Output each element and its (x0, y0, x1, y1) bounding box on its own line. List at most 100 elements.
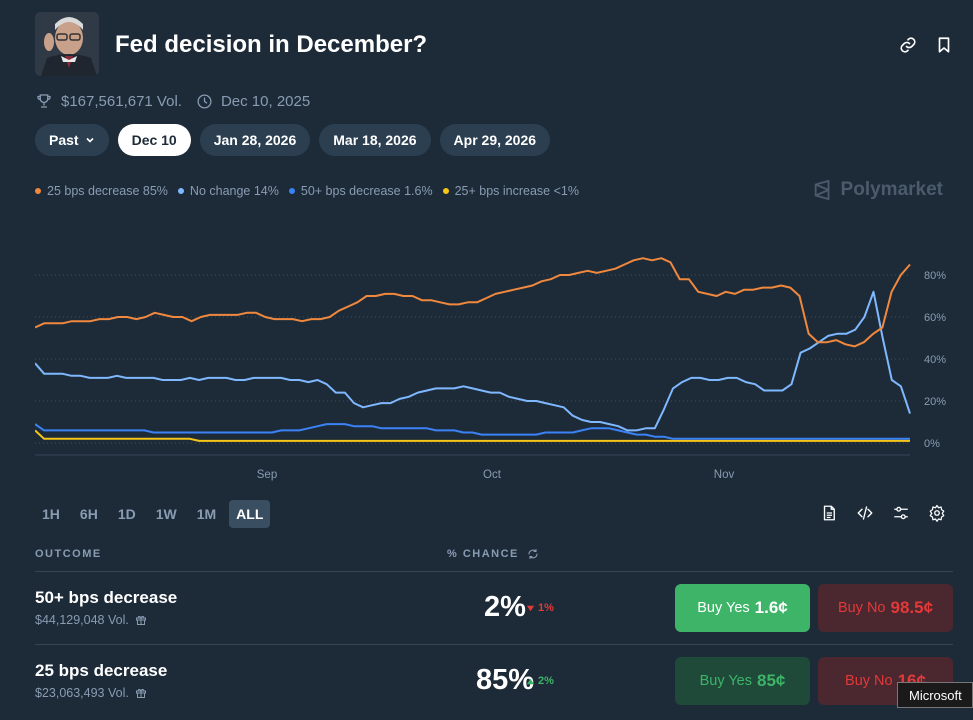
legend-label: 25 bps decrease 85% (47, 184, 168, 198)
outcome-name: 50+ bps decrease (35, 588, 178, 607)
outcome-change: 2% (526, 675, 554, 687)
table-divider (35, 571, 953, 572)
range-1h[interactable]: 1H (42, 506, 60, 522)
outcome-volume-text: $44,129,048 Vol. (35, 613, 129, 627)
chart-settings-button[interactable] (928, 504, 946, 527)
embed-button[interactable] (856, 504, 874, 527)
outcome-change-value: 1% (538, 602, 554, 614)
code-icon (857, 506, 873, 520)
series-line-25-bps-decrease (35, 257, 911, 348)
outcome-name: 25 bps decrease (35, 661, 168, 680)
market-volume: $167,561,671 Vol. (61, 92, 182, 110)
price-history-chart[interactable]: 80% 60% 40% 20% 0% Sep Oct Nov (35, 225, 955, 485)
date-tab-mar-18[interactable]: Mar 18, 2026 (319, 124, 431, 156)
outcome-volume: $23,063,493 Vol. (35, 686, 147, 700)
chance-column-header: % CHANCE (447, 548, 539, 560)
buy-no-label: Buy No (845, 673, 893, 689)
chart-legend: 25 bps decrease 85% No change 14% 50+ bp… (35, 184, 579, 198)
outcome-change: 1% (526, 602, 554, 614)
table-divider (35, 644, 953, 645)
series-line-50-bps-decrease (35, 423, 910, 440)
y-tick-label: 60% (924, 312, 946, 324)
buy-yes-button[interactable]: Buy Yes 1.6¢ (675, 584, 810, 632)
series-line-no-change (35, 290, 911, 432)
arrow-up-icon (526, 678, 535, 684)
buy-yes-button[interactable]: Buy Yes 85¢ (675, 657, 810, 705)
legend-dot (177, 188, 184, 194)
polymarket-logo-icon (814, 179, 829, 201)
legend-label: No change 14% (189, 184, 279, 198)
gear-icon (929, 504, 945, 522)
chart-filters-button[interactable] (892, 504, 910, 527)
buy-no-price: 98.5¢ (890, 598, 934, 617)
tooltip: Microsoft (897, 682, 973, 708)
range-1m[interactable]: 1M (196, 506, 217, 522)
y-tick-label: 80% (924, 270, 946, 282)
date-tab-apr-29[interactable]: Apr 29, 2026 (439, 124, 551, 156)
bookmark-icon (938, 37, 950, 53)
legend-item: No change 14% (177, 184, 279, 198)
range-1d[interactable]: 1D (117, 506, 136, 522)
buy-yes-label: Buy Yes (697, 600, 750, 616)
y-tick-label: 20% (924, 396, 946, 408)
legend-dot (35, 188, 41, 194)
clock-icon (197, 93, 212, 109)
outcome-chance: 85% (475, 664, 535, 696)
date-tabs: Past Dec 10 Jan 28, 2026 Mar 18, 2026 Ap… (35, 124, 551, 156)
range-1w[interactable]: 1W (155, 506, 177, 522)
date-tab-dec-10[interactable]: Dec 10 (117, 124, 191, 156)
bookmark-button[interactable] (935, 36, 953, 54)
buy-no-button[interactable]: Buy No 98.5¢ (818, 584, 953, 632)
chevron-down-icon (86, 137, 94, 143)
trophy-icon (37, 94, 51, 108)
outcome-volume: $44,129,048 Vol. (35, 613, 147, 627)
document-icon (823, 505, 835, 521)
polymarket-wordmark: Polymarket (840, 179, 943, 200)
range-6h[interactable]: 6H (79, 506, 98, 522)
arrow-down-icon (526, 605, 535, 611)
copy-link-button[interactable] (899, 36, 917, 54)
date-tab-jan-28[interactable]: Jan 28, 2026 (199, 124, 311, 156)
chance-column-label: % CHANCE (447, 548, 519, 560)
gift-icon (135, 689, 146, 698)
chart-tools (820, 504, 946, 527)
header-actions (899, 36, 953, 54)
legend-dot (288, 188, 295, 194)
legend-item: 50+ bps decrease 1.6% (288, 184, 433, 198)
outcome-change-value: 2% (538, 675, 554, 687)
x-tick-label: Sep (257, 469, 277, 481)
export-data-button[interactable] (820, 504, 838, 527)
buy-no-label: Buy No (837, 600, 886, 616)
market-header: Fed decision in December? (35, 12, 953, 78)
x-tick-label: Oct (483, 469, 502, 481)
market-title: Fed decision in December? (115, 31, 428, 58)
buy-yes-price: 1.6¢ (754, 598, 788, 617)
buy-yes-label: Buy Yes (699, 673, 753, 689)
series-line-25-bps-increase (35, 429, 910, 442)
range-all[interactable]: ALL (229, 500, 271, 528)
gift-icon (135, 616, 146, 625)
legend-label: 50+ bps decrease 1.6% (300, 184, 433, 198)
date-tab-past[interactable]: Past (35, 124, 109, 156)
refresh-icon[interactable] (527, 548, 539, 560)
outcome-chance: 2% (484, 591, 526, 623)
buy-yes-price: 85¢ (757, 671, 786, 690)
outcome-column-header: OUTCOME (35, 548, 102, 560)
market-meta: $167,561,671 Vol. Dec 10, 2025 (35, 92, 310, 110)
outcome-row[interactable]: 50+ bps decrease $44,129,048 Vol. 2% 1% … (35, 572, 953, 644)
x-tick-label: Nov (714, 469, 735, 481)
legend-item: 25+ bps increase <1% (442, 184, 579, 198)
link-icon (900, 37, 916, 53)
outcome-volume-text: $23,063,493 Vol. (35, 686, 129, 700)
legend-label: 25+ bps increase <1% (454, 184, 579, 198)
y-tick-label: 40% (924, 354, 946, 366)
market-image (35, 12, 99, 76)
sliders-icon (894, 506, 908, 520)
outcome-row[interactable]: 25 bps decrease $23,063,493 Vol. 85% 2% … (35, 645, 953, 717)
polymarket-logo: Polymarket (812, 179, 943, 201)
date-tab-label: Past (49, 132, 79, 148)
legend-item: 25 bps decrease 85% (35, 184, 168, 198)
market-end-date: Dec 10, 2025 (220, 92, 311, 110)
legend-dot (442, 188, 449, 194)
time-range-selector: 1H 6H 1D 1W 1M ALL (35, 500, 271, 528)
